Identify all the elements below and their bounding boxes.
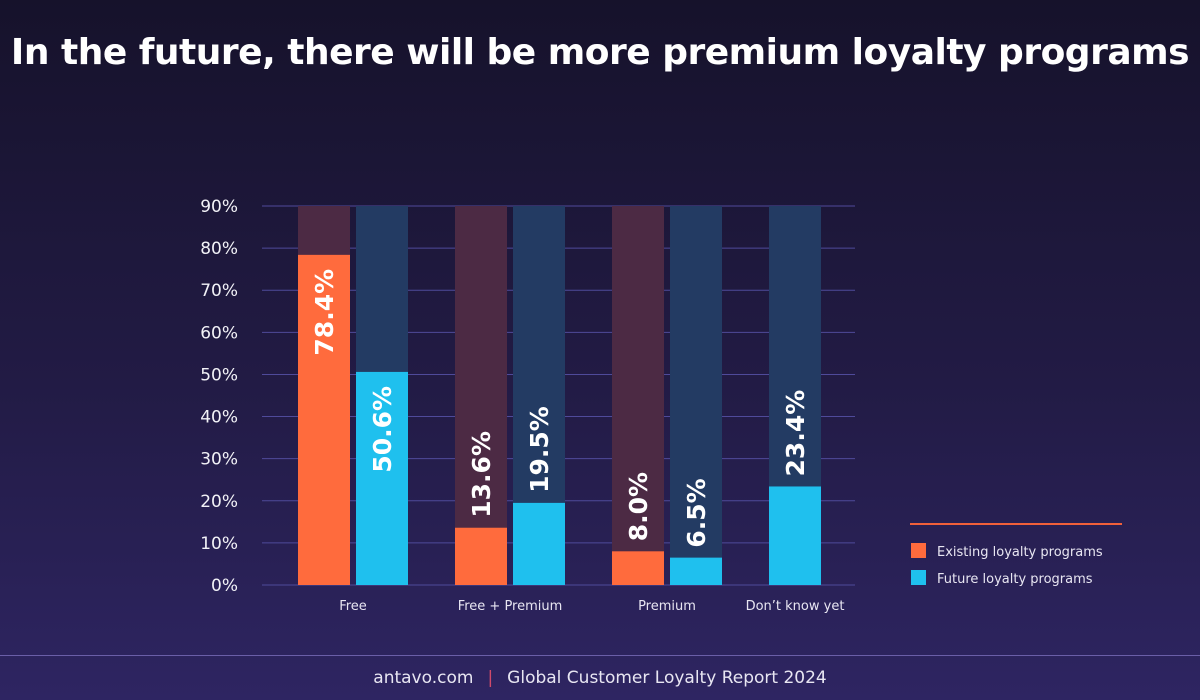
y-tick-label: 0% xyxy=(211,576,238,596)
bar-track xyxy=(670,206,722,585)
data-label: 78.4% xyxy=(310,269,339,356)
data-label: 19.5% xyxy=(525,406,554,493)
data-label: 8.0% xyxy=(624,472,653,541)
bar xyxy=(612,551,664,585)
y-tick-label: 70% xyxy=(200,281,238,301)
legend-label: Existing loyalty programs xyxy=(937,545,1103,560)
bar xyxy=(513,502,565,585)
y-tick-label: 30% xyxy=(200,450,238,470)
y-tick-label: 20% xyxy=(200,492,238,512)
y-tick-label: 50% xyxy=(200,365,238,385)
y-tick-label: 60% xyxy=(200,323,238,343)
footer-separator: | xyxy=(487,668,494,688)
data-label: 13.6% xyxy=(467,431,496,518)
bar xyxy=(769,486,821,585)
x-tick-label: Free + Premium xyxy=(458,599,563,614)
x-tick-label: Free xyxy=(339,599,367,614)
data-label: 6.5% xyxy=(682,478,711,547)
y-tick-label: 90% xyxy=(200,197,238,217)
chart-title: In the future, there will be more premiu… xyxy=(10,32,1190,73)
legend-label: Future loyalty programs xyxy=(937,572,1093,587)
bar xyxy=(356,371,408,585)
y-tick-label: 80% xyxy=(200,239,238,259)
data-label: 50.6% xyxy=(368,386,397,473)
footer-site[interactable]: antavo.com xyxy=(373,668,474,688)
footer-report: Global Customer Loyalty Report 2024 xyxy=(507,668,827,688)
legend-swatch xyxy=(911,570,926,585)
data-label: 23.4% xyxy=(781,390,810,477)
bar xyxy=(670,557,722,585)
footer-divider xyxy=(0,655,1200,656)
footer: antavo.com | Global Customer Loyalty Repor… xyxy=(0,668,1200,688)
legend-swatch xyxy=(911,543,926,558)
x-tick-label: Don’t know yet xyxy=(746,599,845,614)
x-tick-label: Premium xyxy=(638,599,696,614)
bar-track xyxy=(612,206,664,585)
bar-track xyxy=(455,206,507,585)
y-tick-label: 40% xyxy=(200,408,238,428)
bar xyxy=(298,254,350,586)
y-tick-label: 10% xyxy=(200,534,238,554)
bar xyxy=(455,527,507,585)
